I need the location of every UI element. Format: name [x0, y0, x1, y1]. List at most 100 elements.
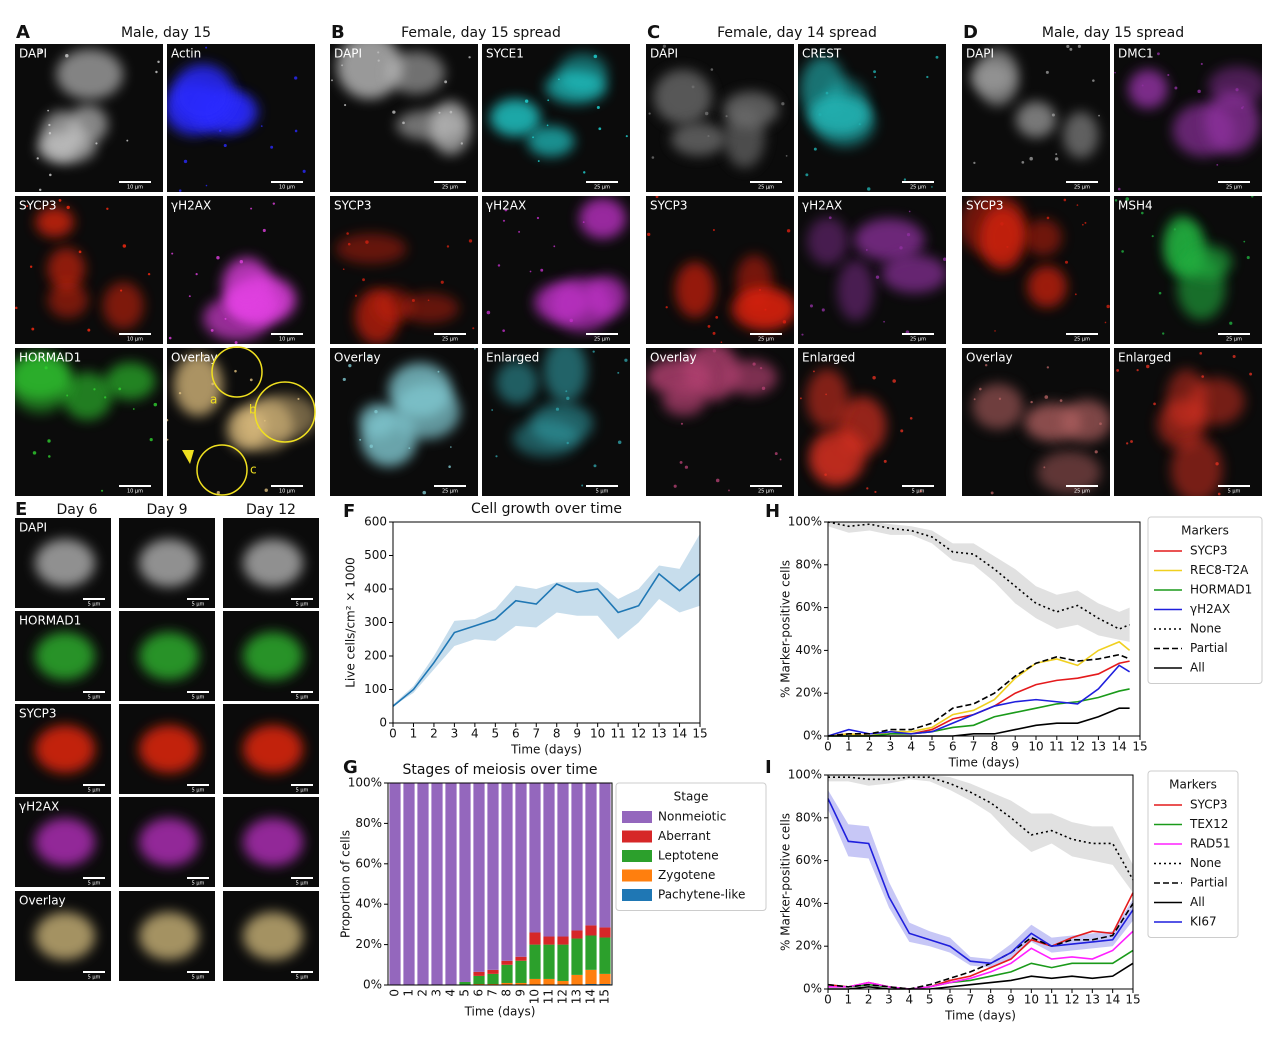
speck	[892, 379, 896, 383]
speck	[998, 397, 1002, 401]
speck	[712, 229, 715, 232]
y-axis-label: Proportion of cells	[339, 830, 353, 938]
scale-label: 25 μm	[910, 185, 926, 191]
x-tick-label: 6	[512, 727, 520, 741]
x-tick-label: 7	[486, 989, 500, 997]
band	[828, 775, 1133, 893]
speck	[919, 490, 922, 493]
speck	[354, 294, 358, 297]
bar-segment	[487, 983, 499, 985]
cell	[1166, 369, 1208, 430]
speck	[239, 260, 244, 264]
x-tick-label: 2	[416, 989, 430, 997]
legend-box	[1147, 516, 1263, 684]
scale-label: 5 μm	[88, 881, 101, 887]
speck	[1199, 351, 1203, 355]
speck	[302, 169, 306, 173]
speck	[1000, 222, 1004, 226]
bar-segment	[585, 925, 597, 936]
y-axis-label: % Marker-positive cells	[779, 560, 793, 698]
speck	[617, 440, 622, 445]
y-axis-label: Live cells/cm² × 1000	[344, 557, 358, 688]
bar-segment	[529, 944, 541, 979]
speck	[377, 59, 380, 62]
speck	[617, 371, 620, 374]
image-label: Actin	[171, 47, 201, 61]
line	[827, 902, 1134, 990]
speck	[1069, 47, 1073, 51]
bar-segment	[417, 783, 429, 985]
speck	[707, 324, 711, 328]
speck	[673, 484, 677, 488]
image-label: DAPI	[334, 47, 362, 61]
speck	[779, 458, 782, 461]
scale-label: 25 μm	[758, 337, 774, 343]
arrowhead	[182, 450, 194, 464]
speck	[250, 207, 253, 210]
image-content	[971, 44, 1100, 165]
x-tick-label: 0	[388, 989, 402, 997]
x-tick-label: 8	[987, 993, 995, 1007]
scale-label: 25 μm	[1074, 489, 1090, 495]
line	[827, 653, 1130, 737]
x-tick-label: 7	[532, 727, 540, 741]
speck	[903, 178, 907, 181]
cell	[723, 91, 779, 128]
scale-label: 5 μm	[296, 695, 309, 701]
scale-label: 5 μm	[192, 602, 205, 608]
speck	[491, 409, 494, 411]
x-tick-label: 2	[865, 993, 873, 1007]
speck	[32, 451, 37, 455]
image-content	[15, 353, 158, 492]
speck	[411, 298, 415, 302]
x-tick-label: 15	[598, 989, 612, 1004]
x-tick-label: 10	[1028, 740, 1043, 754]
cell	[731, 287, 794, 331]
bar-segment	[599, 983, 611, 985]
bar-segment	[501, 982, 513, 985]
scale-label: 5 μm	[192, 975, 205, 981]
scale-label: 25 μm	[758, 185, 774, 191]
speck	[106, 207, 109, 210]
cell	[336, 44, 403, 99]
speck	[149, 438, 153, 442]
speck	[593, 54, 598, 59]
nucleus	[139, 818, 199, 866]
line	[828, 962, 1134, 990]
cell	[1184, 245, 1233, 279]
cell	[430, 101, 471, 155]
speck	[529, 270, 532, 273]
speck	[655, 196, 659, 199]
legend-label: Pachytene-like	[658, 888, 745, 902]
speck	[1217, 492, 1221, 496]
speck	[813, 370, 815, 373]
circle-label: a	[210, 393, 217, 407]
speck	[1216, 163, 1219, 166]
image-content	[962, 196, 1110, 332]
x-tick-label: 1	[845, 993, 853, 1007]
cell	[837, 259, 874, 321]
y-tick-label: 100%	[788, 768, 822, 782]
scale-label: 25 μm	[1226, 337, 1242, 343]
speck	[468, 56, 471, 59]
legend-label: None	[1190, 622, 1221, 636]
x-tick-label: 1	[410, 727, 418, 741]
image-content	[167, 353, 315, 495]
scale-label: 5 μm	[296, 602, 309, 608]
x-tick-label: 13	[1091, 740, 1106, 754]
speck	[168, 336, 172, 340]
legend-title: Markers	[1181, 524, 1229, 538]
circle-label: c	[250, 463, 257, 477]
speck	[272, 202, 276, 205]
image-label: Enlarged	[486, 351, 539, 365]
scale-label: 25 μm	[442, 489, 458, 495]
speck	[715, 478, 720, 483]
scale-label: 5 μm	[596, 489, 609, 495]
speck	[821, 308, 825, 312]
speck	[167, 418, 169, 422]
speck	[367, 354, 371, 359]
bar-segment	[515, 982, 527, 985]
speck	[260, 125, 263, 127]
image-label: Overlay	[650, 351, 697, 365]
